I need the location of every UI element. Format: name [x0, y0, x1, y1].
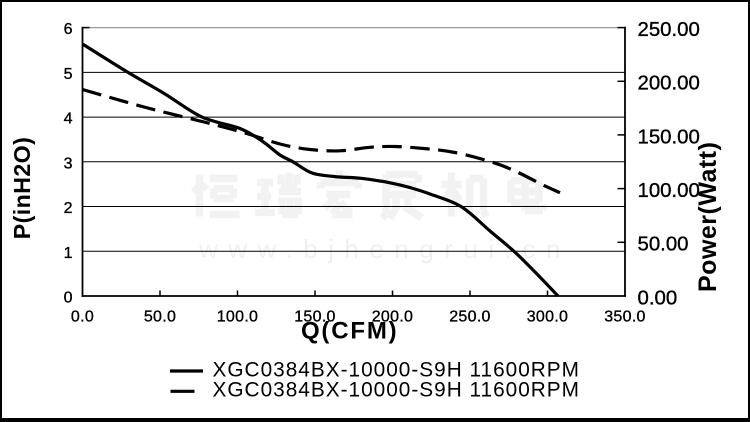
- svg-text:100.00: 100.00: [638, 180, 700, 202]
- svg-text:50.0: 50.0: [144, 308, 176, 325]
- svg-text:4: 4: [64, 111, 73, 128]
- svg-text:XGC0384BX-10000-S9H 11600RPM: XGC0384BX-10000-S9H 11600RPM: [213, 379, 581, 402]
- svg-text:P(inH2O): P(inH2O): [9, 137, 35, 239]
- svg-text:www.bjhengrui.cn: www.bjhengrui.cn: [198, 234, 571, 264]
- svg-text:100.0: 100.0: [217, 308, 259, 325]
- svg-text:200.0: 200.0: [372, 308, 414, 325]
- svg-text:300.0: 300.0: [527, 308, 569, 325]
- svg-text:5: 5: [64, 66, 73, 83]
- svg-text:0.0: 0.0: [71, 308, 94, 325]
- svg-text:1: 1: [64, 245, 73, 262]
- svg-text:0: 0: [64, 290, 73, 307]
- svg-text:250.00: 250.00: [638, 19, 700, 41]
- svg-text:250.0: 250.0: [449, 308, 491, 325]
- svg-text:350.0: 350.0: [604, 308, 646, 325]
- svg-text:150.00: 150.00: [638, 126, 700, 148]
- svg-text:Q(CFM): Q(CFM): [301, 318, 398, 345]
- svg-text:2: 2: [64, 200, 73, 217]
- svg-text:3: 3: [64, 155, 73, 172]
- svg-text:6: 6: [64, 21, 73, 38]
- svg-text:XGC0384BX-10000-S9H 11600RPM: XGC0384BX-10000-S9H 11600RPM: [213, 358, 581, 381]
- svg-text:50.00: 50.00: [638, 234, 689, 256]
- svg-text:200.00: 200.00: [638, 73, 700, 95]
- svg-text:Power(Watt): Power(Watt): [694, 142, 722, 292]
- svg-text:150.0: 150.0: [294, 308, 336, 325]
- svg-text:0.00: 0.00: [638, 287, 678, 309]
